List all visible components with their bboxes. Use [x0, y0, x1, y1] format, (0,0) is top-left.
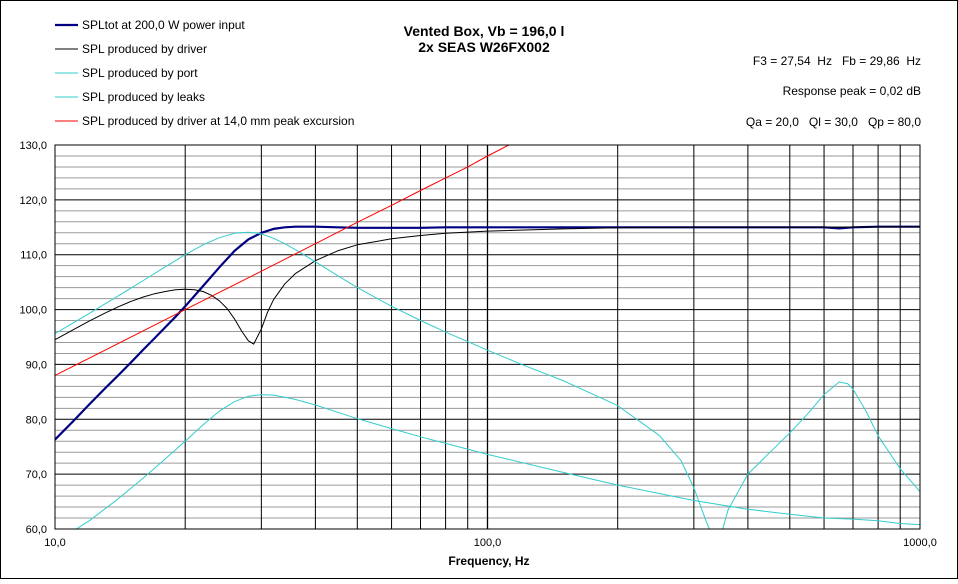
- x-tick-label: 100,0: [474, 537, 502, 549]
- legend-entry: SPLtot at 200,0 W power input: [82, 18, 245, 32]
- series-lines: [55, 145, 920, 529]
- y-tick-label: 90,0: [26, 359, 47, 371]
- y-tick-label: 120,0: [19, 195, 47, 207]
- y-tick-label: 60,0: [26, 524, 47, 536]
- annotation-f3-fb: F3 = 27,54 Hz Fb = 29,86 Hz: [753, 54, 921, 68]
- x-tick-label: 10,0: [44, 537, 65, 549]
- y-tick-label: 70,0: [26, 469, 47, 481]
- x-axis-title: Frequency, Hz: [448, 554, 529, 568]
- legend-entry: SPL produced by leaks: [82, 90, 205, 104]
- legend-entry: SPL produced by port: [82, 66, 198, 80]
- grid: [55, 144, 920, 530]
- plot-area: [54, 144, 921, 530]
- legend-entry: SPL produced by driver: [82, 42, 207, 56]
- series-line-4: [75, 394, 920, 529]
- y-tick-label: 130,0: [19, 140, 47, 152]
- y-tick-label: 100,0: [19, 305, 47, 317]
- legend-entry: SPL produced by driver at 14,0 mm peak e…: [82, 114, 354, 128]
- chart-title: Vented Box, Vb = 196,0 l: [404, 23, 565, 39]
- annotation-q-factors: Qa = 20,0 Ql = 30,0 Qp = 80,0: [746, 115, 921, 129]
- legend: SPLtot at 200,0 W power input SPL produce…: [55, 18, 354, 128]
- x-tick-label: 1000,0: [903, 537, 937, 549]
- series-line-2: [55, 226, 920, 345]
- tick-labels: 60,0 70,0 80,0 90,0 100,0 110,0 120,0 130,0 10,0…: [19, 140, 936, 549]
- annotation-response-peak: Response peak = 0,02 dB: [783, 84, 921, 98]
- y-tick-label: 80,0: [26, 414, 47, 426]
- series-line-5: [55, 145, 510, 376]
- y-tick-label: 110,0: [20, 250, 47, 262]
- chart-subtitle: 2x SEAS W26FX002: [418, 39, 550, 55]
- series-line-3: [55, 231, 920, 529]
